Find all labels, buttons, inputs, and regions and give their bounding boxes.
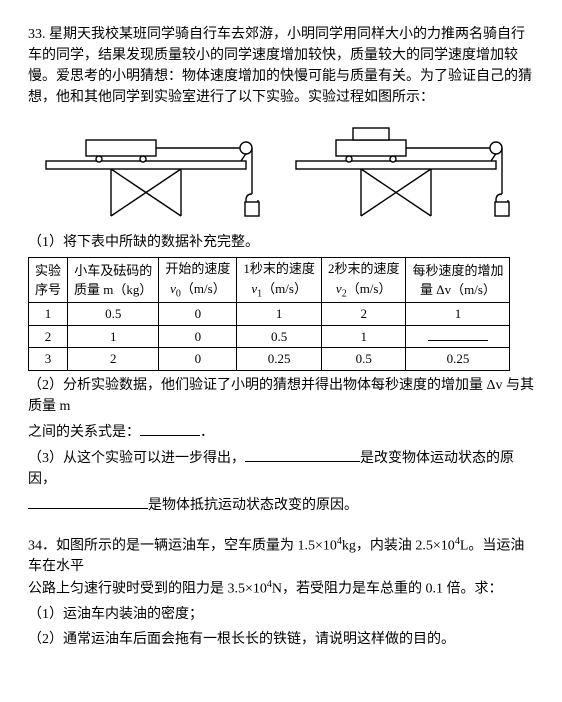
cell-m: 1: [68, 325, 159, 348]
cell-v1: 0.5: [237, 325, 322, 348]
table-row: 2 1 0 0.5 1: [29, 325, 510, 348]
th-dv-pre: 量 Δv: [420, 282, 451, 297]
p33-q1: （1）将下表中所缺的数据补充完整。: [28, 232, 534, 253]
th-v0-a: 开始的速度: [165, 261, 230, 276]
p33-diagram: [41, 116, 521, 226]
p34-intro: 34．如图所示的是一辆运油车，空车质量为 1.5×104kg，内装油 2.5×1…: [28, 534, 534, 600]
p33-intro: 33. 星期天我校某班同学骑自行车去郊游，小明同学用同样大小的力推两名骑自行车的…: [28, 24, 534, 108]
th-v2-a: 2秒末的速度: [328, 261, 400, 276]
cell-n: 1: [29, 303, 68, 326]
th-v2-unit: （m/s）: [347, 281, 392, 296]
table-header-row: 实验 序号 小车及砝码的 质量 m（kg） 开始的速度 v0（m/s） 1秒末的…: [29, 258, 510, 303]
table-row: 1 0.5 0 1 2 1: [29, 303, 510, 326]
cell-n: 3: [29, 348, 68, 371]
p33-q2-line1: （2）分析实验数据，他们验证了小明的猜想并得出物体每秒速度的增加量 Δv 与其质…: [28, 375, 534, 417]
blank-relation: [140, 421, 200, 436]
p33-q3a-pre: （3）从这个实验可以进一步得出，: [28, 451, 245, 466]
p34-q2: （2）通常运油车后面会拖有一根长长的铁链，请说明这样做的目的。: [28, 629, 534, 650]
th-mass: 小车及砝码的 质量 m（kg）: [68, 258, 159, 303]
cell-m: 2: [68, 348, 159, 371]
th-v2: 2秒末的速度 v2（m/s）: [321, 258, 406, 303]
th-seq: 实验 序号: [29, 258, 68, 303]
cell-v2: 1: [321, 325, 406, 348]
p33-q2b-pre: 之间的关系式是：: [28, 425, 140, 440]
cell-v1: 1: [237, 303, 322, 326]
th-v1: 1秒末的速度 v1（m/s）: [237, 258, 322, 303]
p34-b: kg，内装油 2.5×10: [342, 538, 455, 553]
p33-table: 实验 序号 小车及砝码的 质量 m（kg） 开始的速度 v0（m/s） 1秒末的…: [28, 257, 510, 371]
th-mass-b-pre: 质量 m: [74, 282, 113, 297]
th-seq-a: 实验: [35, 263, 61, 278]
cell-v2: 2: [321, 303, 406, 326]
cell-v1: 0.25: [237, 348, 322, 371]
p33-q3b-post: 是物体抵抗运动状态改变的原因。: [148, 498, 358, 513]
p33-q2-line2: 之间的关系式是： ．: [28, 421, 534, 443]
th-dv-unit: （m/s）: [451, 282, 496, 297]
th-v1-unit: （m/s）: [262, 281, 307, 296]
cell-v0: 0: [159, 348, 237, 371]
p34-a: 34．如图所示的是一辆运油车，空车质量为 1.5×10: [28, 538, 337, 553]
th-v0: 开始的速度 v0（m/s）: [159, 258, 237, 303]
problem-33: 33. 星期天我校某班同学骑自行车去郊游，小明同学用同样大小的力推两名骑自行车的…: [28, 24, 534, 516]
problem-34: 34．如图所示的是一辆运油车，空车质量为 1.5×104kg，内装油 2.5×1…: [28, 534, 534, 650]
cell-dv: 0.25: [406, 348, 510, 371]
th-mass-a: 小车及砝码的: [74, 263, 152, 278]
th-dv-a: 每秒速度的增加: [412, 263, 503, 278]
table-row: 3 2 0 0.25 0.5 0.25: [29, 348, 510, 371]
th-seq-b: 序号: [35, 282, 61, 297]
p34-e: N，若受阻力是车总重的 0.1 倍。求：: [272, 582, 503, 597]
cell-v2: 0.5: [321, 348, 406, 371]
blank-cause: [245, 447, 360, 462]
cell-n: 2: [29, 325, 68, 348]
blank-dv: [428, 327, 488, 341]
blank-resist: [28, 494, 148, 509]
p34-d: 公路上匀速行驶时受到的阻力是 3.5×10: [28, 582, 267, 597]
cell-dv-blank: [406, 325, 510, 348]
p33-q3-line2: 是物体抵抗运动状态改变的原因。: [28, 494, 534, 516]
th-v0-unit: （m/s）: [181, 281, 226, 296]
cell-dv: 1: [406, 303, 510, 326]
th-v1-a: 1秒末的速度: [243, 261, 315, 276]
cell-m: 0.5: [68, 303, 159, 326]
th-dv: 每秒速度的增加 量 Δv（m/s）: [406, 258, 510, 303]
p33-q3-line1: （3）从这个实验可以进一步得出，是改变物体运动状态的原因，: [28, 447, 534, 490]
cell-v0: 0: [159, 303, 237, 326]
cell-v0: 0: [159, 325, 237, 348]
p33-q2b-post: ．: [200, 425, 214, 440]
p34-q1: （1）运油车内装油的密度；: [28, 604, 534, 625]
th-mass-b-unit: （kg）: [113, 282, 152, 297]
